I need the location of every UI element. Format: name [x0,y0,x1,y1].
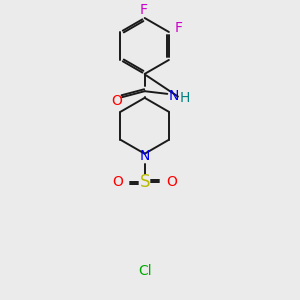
Text: S: S [140,173,150,191]
Text: F: F [174,21,182,35]
Text: O: O [112,175,124,189]
Text: F: F [139,3,147,17]
Text: H: H [179,91,190,105]
Text: O: O [111,94,122,108]
Text: O: O [166,175,177,189]
Text: N: N [140,149,150,163]
Text: Cl: Cl [138,265,152,278]
Text: N: N [169,89,179,103]
